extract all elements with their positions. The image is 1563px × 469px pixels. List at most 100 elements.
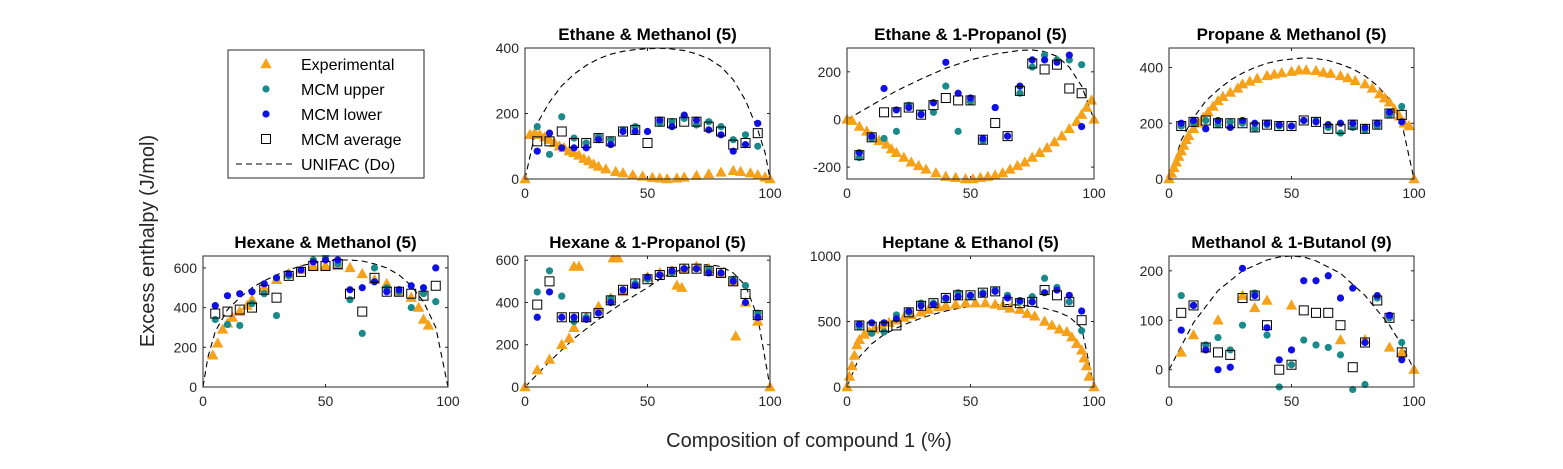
mcm-lower-point: [1238, 116, 1247, 125]
experimental-point: [898, 151, 910, 162]
experimental-point: [1014, 303, 1026, 314]
mcm-average-point: [222, 306, 233, 317]
experimental-point: [226, 311, 239, 322]
mcm-average-point: [854, 320, 865, 331]
experimental-point: [627, 169, 639, 180]
mcm-lower-point: [1398, 356, 1406, 364]
mcm-average-point: [928, 100, 939, 111]
mcm-lower-point: [1336, 294, 1345, 302]
mcm-average-point: [740, 137, 751, 148]
axes-frame: [846, 47, 1095, 180]
experimental-point: [1293, 64, 1305, 75]
mcm-lower-point: [631, 281, 639, 290]
mcm-upper-point: [1214, 333, 1222, 342]
mcm-average-point: [679, 116, 690, 127]
mcm-lower-point: [880, 84, 888, 93]
experimental-point: [969, 297, 982, 308]
series-layer: [1168, 255, 1420, 393]
mcm-lower-point: [1373, 119, 1381, 127]
mcm-upper-point: [346, 296, 354, 304]
mcm-average-point: [891, 320, 902, 331]
unifac-curve: [524, 263, 771, 388]
y-tick-label: 600: [174, 260, 198, 276]
y-tick-label: 200: [496, 106, 520, 122]
experimental-point: [930, 167, 942, 178]
mcm-average-point: [247, 302, 257, 313]
mcm-lower-point: [533, 313, 541, 321]
mcm-average-point: [593, 308, 604, 319]
subplot-title: Hexane & Methanol (5): [234, 233, 416, 252]
y-tick-label: 400: [174, 300, 198, 316]
experimental-point: [1236, 78, 1249, 89]
x-tick-label: 50: [1284, 393, 1300, 409]
x-tick-label: 50: [963, 185, 979, 201]
mcm-lower-point: [991, 287, 999, 295]
subplot-7: Methanol & 1-Butanol (9) 0 50 100 0 100 200: [1140, 233, 1426, 409]
mcm-average-point: [654, 270, 665, 281]
experimental-point: [636, 170, 649, 181]
mcm-average-point: [1323, 307, 1334, 318]
mcm-average-point: [1298, 305, 1309, 316]
series-layer: [202, 255, 449, 388]
x-tick-label: 0: [843, 393, 851, 409]
x-tick-label: 50: [640, 393, 656, 409]
mcm-average-point: [1002, 131, 1013, 142]
experimental-point: [853, 333, 866, 345]
experimental-point: [1383, 341, 1396, 352]
mcm-average-point: [1286, 121, 1297, 132]
mcm-average-point: [1384, 312, 1395, 323]
series-mcm-average: [854, 58, 1087, 161]
experimental-point: [858, 328, 870, 339]
mcm-average-point: [544, 276, 555, 287]
experimental-point: [1300, 64, 1312, 75]
mcm-lower-point: [607, 298, 615, 307]
mcm-average-point: [283, 270, 294, 281]
mcm-average-point: [977, 287, 988, 298]
mcm-lower-point: [1016, 296, 1024, 305]
legend-marker-mcm-upper: [262, 85, 270, 93]
mcm-average-point: [752, 310, 763, 321]
mcm-lower-point: [558, 144, 566, 152]
mcm-lower-point: [1349, 284, 1357, 292]
mcm-upper-point: [1238, 321, 1247, 329]
experimental-point: [1175, 145, 1187, 156]
experimental-point: [996, 167, 1009, 178]
x-tick-label: 0: [521, 185, 529, 201]
mcm-average-point: [1014, 298, 1025, 309]
mcm-lower-point: [260, 280, 268, 288]
experimental-point: [959, 297, 972, 308]
experimental-point: [1075, 108, 1088, 119]
y-tick-label: 0: [1155, 362, 1163, 378]
experimental-point: [1033, 146, 1046, 157]
x-tick-label: 100: [758, 393, 782, 409]
x-tick-label: 0: [843, 185, 851, 201]
mcm-lower-point: [619, 127, 627, 136]
y-tick-label: 0: [511, 171, 519, 187]
mcm-lower-point: [358, 284, 366, 292]
mcm-average-point: [569, 137, 579, 148]
mcm-lower-point: [533, 147, 541, 155]
y-tick-label: 200: [1140, 115, 1164, 131]
mcm-upper-point: [1324, 343, 1332, 352]
experimental-point: [216, 323, 229, 334]
experimental-point: [1038, 315, 1051, 326]
experimental-point: [1310, 64, 1322, 76]
mcm-lower-point: [1028, 56, 1036, 64]
mcm-lower-point: [692, 265, 701, 273]
subplot-5: Hexane & 1-Propanol (5) 0 50 100 0 200 400 600: [496, 233, 782, 409]
mcm-upper-point: [1028, 63, 1036, 71]
mcm-average-point: [679, 263, 690, 274]
mcm-average-point: [1262, 320, 1272, 331]
mcm-average-point: [703, 265, 714, 276]
mcm-average-point: [965, 290, 976, 301]
mcm-average-point: [940, 93, 951, 104]
x-tick-label: 50: [1284, 185, 1300, 201]
mcm-lower-point: [656, 116, 664, 124]
mcm-average-point: [430, 280, 441, 291]
mcm-average-point: [1213, 118, 1223, 129]
experimental-point: [1393, 110, 1405, 121]
mcm-average-point: [1225, 118, 1236, 129]
x-tick-label: 100: [436, 393, 460, 409]
mcm-average-point: [1027, 58, 1038, 69]
